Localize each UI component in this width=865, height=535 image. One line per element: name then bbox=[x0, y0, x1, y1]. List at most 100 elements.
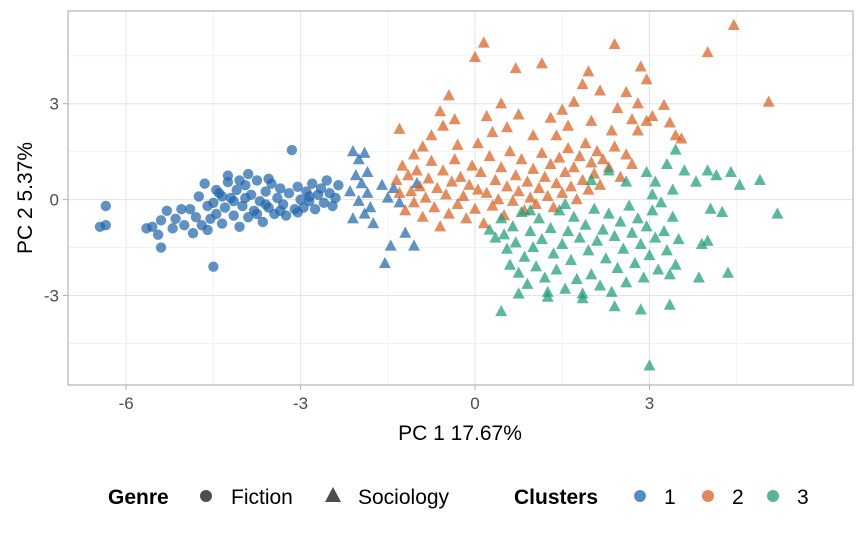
point-sociology-cluster-3 bbox=[591, 234, 604, 246]
point-sociology-cluster-2 bbox=[466, 159, 479, 171]
point-sociology-cluster-2 bbox=[503, 145, 516, 157]
point-sociology-cluster-3 bbox=[524, 224, 537, 237]
point-sociology-cluster-3 bbox=[489, 231, 502, 243]
point-sociology-cluster-1 bbox=[393, 196, 406, 208]
point-sociology-cluster-3 bbox=[535, 232, 548, 245]
point-sociology-cluster-3 bbox=[611, 261, 624, 273]
point-fiction-cluster-1 bbox=[184, 203, 196, 215]
point-sociology-cluster-3 bbox=[567, 210, 580, 222]
legend-label-fiction: Fiction bbox=[231, 486, 293, 509]
legend-title-genre: Genre bbox=[108, 486, 169, 509]
point-fiction-cluster-1 bbox=[222, 170, 234, 181]
point-sociology-cluster-2 bbox=[535, 146, 548, 158]
point-fiction-cluster-1 bbox=[216, 191, 228, 202]
point-sociology-cluster-2 bbox=[495, 97, 508, 109]
point-sociology-cluster-3 bbox=[652, 263, 665, 275]
point-sociology-cluster-3 bbox=[599, 252, 612, 264]
legend-label-sociology: Sociology bbox=[358, 486, 450, 509]
point-sociology-cluster-3 bbox=[695, 237, 708, 249]
point-sociology-cluster-2 bbox=[440, 188, 452, 200]
point-sociology-cluster-3 bbox=[663, 268, 676, 280]
point-sociology-cluster-1 bbox=[381, 191, 394, 203]
point-sociology-cluster-3 bbox=[710, 169, 723, 181]
point-sociology-cluster-2 bbox=[437, 164, 449, 176]
point-sociology-cluster-2 bbox=[483, 149, 496, 162]
point-sociology-cluster-2 bbox=[451, 197, 464, 210]
point-sociology-cluster-1 bbox=[358, 146, 371, 158]
point-sociology-cluster-2 bbox=[416, 140, 429, 152]
point-sociology-cluster-3 bbox=[704, 202, 717, 214]
point-sociology-cluster-2 bbox=[445, 175, 458, 187]
point-fiction-cluster-1 bbox=[234, 221, 245, 232]
point-sociology-cluster-3 bbox=[669, 258, 682, 270]
point-sociology-cluster-2 bbox=[512, 108, 525, 120]
point-sociology-cluster-1 bbox=[355, 177, 368, 189]
point-sociology-cluster-2 bbox=[390, 173, 403, 186]
point-fiction-cluster-1 bbox=[330, 192, 341, 204]
point-fiction-cluster-1 bbox=[231, 184, 242, 196]
point-sociology-cluster-2 bbox=[422, 172, 435, 184]
point-sociology-cluster-2 bbox=[405, 185, 418, 197]
point-sociology-cluster-2 bbox=[448, 153, 461, 165]
point-fiction-cluster-1 bbox=[199, 178, 210, 189]
point-fiction-cluster-1 bbox=[292, 181, 303, 193]
point-sociology-cluster-3 bbox=[483, 223, 496, 235]
point-sociology-cluster-2 bbox=[573, 149, 586, 162]
point-fiction-cluster-1 bbox=[170, 213, 181, 224]
legend-key-sociology bbox=[325, 487, 341, 502]
point-fiction-cluster-1 bbox=[295, 194, 306, 205]
point-sociology-cluster-3 bbox=[512, 266, 525, 278]
point-sociology-cluster-2 bbox=[472, 183, 484, 195]
point-sociology-cluster-2 bbox=[553, 151, 566, 163]
point-sociology-cluster-3 bbox=[669, 143, 682, 155]
point-sociology-cluster-3 bbox=[646, 204, 659, 216]
point-sociology-cluster-3 bbox=[506, 220, 519, 232]
y-tick-label: 0 bbox=[50, 191, 59, 210]
point-sociology-cluster-3 bbox=[643, 248, 656, 261]
point-fiction-cluster-1 bbox=[307, 178, 318, 189]
point-sociology-cluster-3 bbox=[678, 164, 691, 176]
point-sociology-cluster-2 bbox=[547, 200, 560, 213]
point-sociology-cluster-3 bbox=[614, 215, 627, 227]
point-sociology-cluster-2 bbox=[727, 18, 740, 31]
point-sociology-cluster-2 bbox=[530, 197, 543, 210]
point-sociology-cluster-3 bbox=[634, 303, 647, 315]
point-sociology-cluster-2 bbox=[594, 178, 606, 190]
point-sociology-cluster-3 bbox=[724, 165, 737, 178]
point-sociology-cluster-3 bbox=[660, 244, 673, 256]
point-fiction-cluster-1 bbox=[251, 175, 263, 186]
point-sociology-cluster-2 bbox=[631, 97, 644, 109]
point-sociology-cluster-2 bbox=[457, 189, 470, 202]
x-tick-label: 3 bbox=[645, 394, 654, 413]
point-sociology-cluster-2 bbox=[408, 148, 420, 160]
point-sociology-cluster-3 bbox=[527, 240, 540, 253]
point-fiction-cluster-1 bbox=[167, 223, 178, 234]
point-sociology-cluster-2 bbox=[658, 98, 670, 110]
point-sociology-cluster-2 bbox=[454, 170, 467, 182]
point-fiction-cluster-1 bbox=[237, 200, 248, 212]
point-sociology-cluster-3 bbox=[582, 244, 595, 256]
point-sociology-cluster-2 bbox=[431, 181, 444, 194]
point-sociology-cluster-3 bbox=[602, 164, 615, 176]
point-sociology-cluster-2 bbox=[562, 119, 575, 131]
point-sociology-cluster-2 bbox=[608, 140, 621, 152]
point-sociology-cluster-3 bbox=[521, 277, 534, 289]
point-sociology-cluster-3 bbox=[495, 212, 508, 224]
point-sociology-cluster-3 bbox=[585, 268, 598, 280]
point-sociology-cluster-2 bbox=[451, 138, 464, 150]
point-sociology-cluster-2 bbox=[495, 161, 508, 173]
point-fiction-cluster-1 bbox=[304, 191, 315, 202]
point-sociology-cluster-2 bbox=[620, 85, 633, 98]
point-fiction-cluster-1 bbox=[315, 183, 327, 194]
point-sociology-cluster-3 bbox=[495, 304, 508, 317]
x-axis-title: PC 1 17.67% bbox=[398, 422, 522, 445]
point-sociology-cluster-2 bbox=[550, 177, 563, 189]
point-fiction-cluster-1 bbox=[275, 183, 286, 194]
point-sociology-cluster-2 bbox=[669, 129, 682, 141]
point-sociology-cluster-2 bbox=[480, 186, 493, 198]
axis-ticks: -6 -3 0 3 -3 0 3 bbox=[44, 95, 654, 413]
point-sociology-cluster-3 bbox=[573, 231, 586, 243]
point-sociology-cluster-2 bbox=[410, 164, 423, 176]
point-sociology-cluster-2 bbox=[582, 65, 595, 77]
